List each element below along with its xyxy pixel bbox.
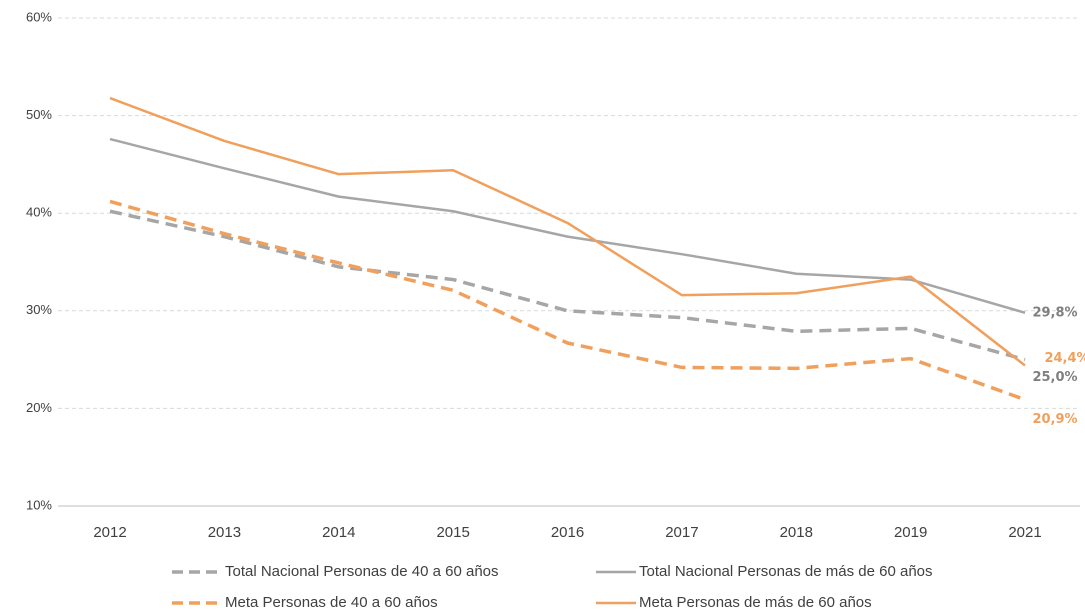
series-line [109,209,1026,362]
x-tick-label: 2016 [551,524,584,541]
y-tick-label: 60% [26,9,52,24]
y-tick-label: 40% [26,205,52,220]
legend-label: Meta Personas de 40 a 60 años [225,594,438,611]
series-line [109,96,1026,367]
y-tick-label: 10% [26,497,52,512]
data-label: 24,4% [1044,351,1085,366]
x-tick-label: 2015 [436,524,469,541]
x-tick-label: 2017 [665,524,698,541]
x-tick-label: 2012 [93,524,126,541]
x-tick-label: 2013 [208,524,241,541]
series-line [109,199,1026,402]
series-line [109,137,1026,314]
x-tick-label: 2019 [894,524,927,541]
data-label: 20,9% [1032,412,1077,427]
y-tick-label: 20% [26,400,52,415]
data-label: 25,0% [1032,370,1077,385]
x-tick-label: 2021 [1008,524,1041,541]
legend-label: Meta Personas de más de 60 años [639,594,872,611]
x-tick-label: 2018 [780,524,813,541]
data-label: 29,8% [1032,305,1077,320]
legend-label: Total Nacional Personas de más de 60 año… [639,563,933,580]
y-tick-label: 50% [26,107,52,122]
x-tick-label: 2014 [322,524,355,541]
y-tick-label: 30% [26,302,52,317]
legend-label: Total Nacional Personas de 40 a 60 años [225,563,499,580]
